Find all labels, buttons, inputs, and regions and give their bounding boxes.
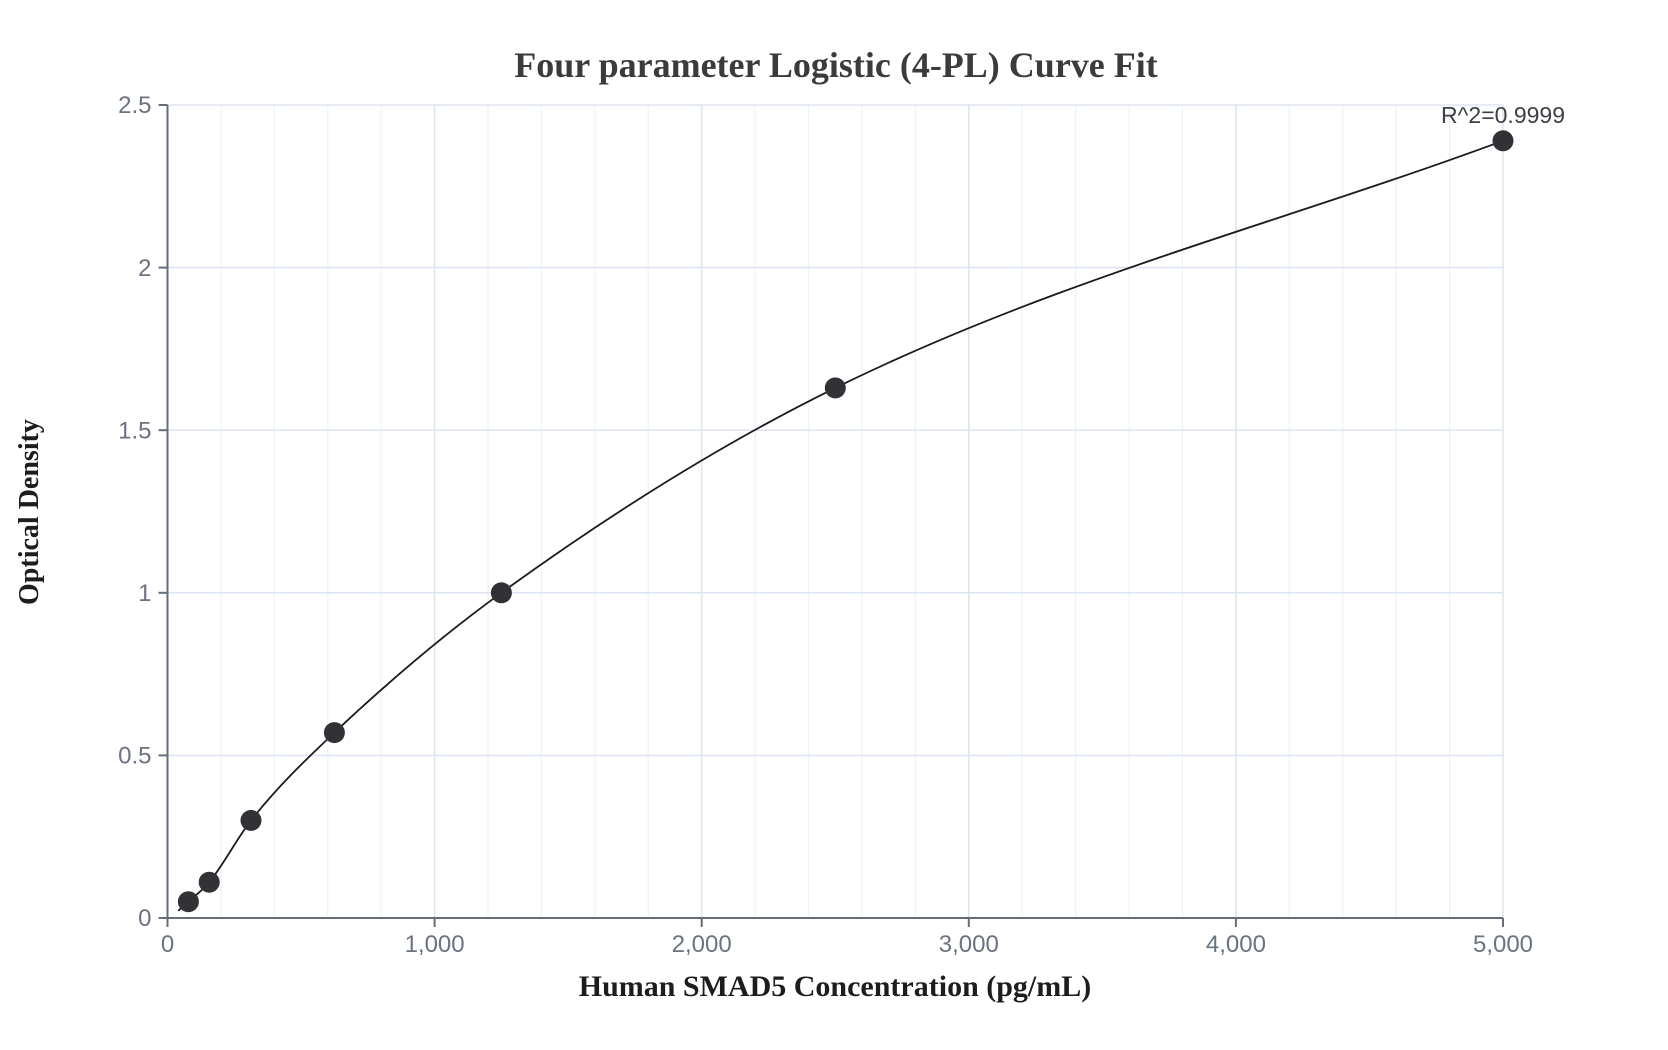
chart-title: Four parameter Logistic (4-PL) Curve Fit — [514, 45, 1158, 85]
fit-curve — [177, 139, 1504, 912]
x-tick-label: 4,000 — [1206, 931, 1266, 958]
x-tick-label: 0 — [161, 931, 174, 958]
y-tick-label: 2 — [138, 255, 151, 282]
data-point — [323, 722, 345, 744]
y-tick-label: 1.5 — [118, 417, 151, 444]
data-point — [240, 809, 262, 831]
data-point — [824, 377, 846, 399]
x-tick-label: 5,000 — [1473, 931, 1533, 958]
r-squared-annotation: R^2=0.9999 — [1441, 102, 1565, 128]
data-point — [177, 891, 199, 913]
x-tick-label: 1,000 — [405, 931, 465, 958]
data-point — [1492, 130, 1514, 152]
y-tick-label: 1 — [138, 580, 151, 607]
y-tick-label: 0.5 — [118, 743, 151, 770]
x-axis-title: Human SMAD5 Concentration (pg/mL) — [578, 970, 1092, 1003]
x-tick-label: 2,000 — [672, 931, 732, 958]
y-tick-label: 0 — [138, 905, 151, 932]
x-tick-label: 3,000 — [939, 931, 999, 958]
y-tick-label: 2.5 — [118, 92, 151, 119]
data-point — [490, 582, 512, 604]
data-point — [198, 871, 220, 893]
y-axis-title: Optical Density — [14, 419, 45, 605]
